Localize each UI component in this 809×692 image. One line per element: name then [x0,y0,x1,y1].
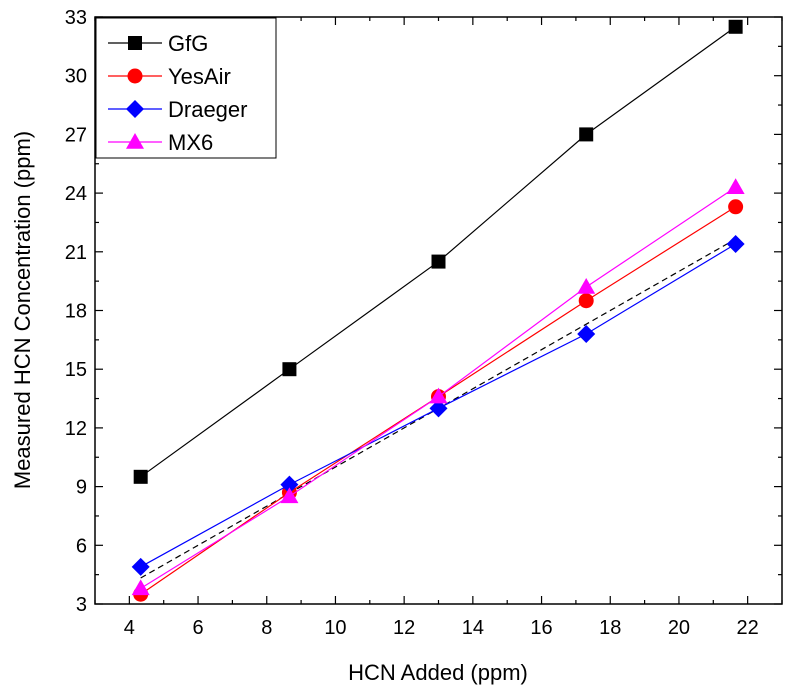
data-point-draeger [131,557,150,576]
data-point-gfg [282,362,297,377]
y-tick-label: 30 [65,66,87,88]
axis-ticks [94,16,783,605]
tick-labels: 4 6 8 10 12 14 16 18 20 22 3 6 9 12 15 18 21 24 27 30 33 [65,7,759,639]
data-point-mx6 [280,487,299,504]
legend-label-draeger: Draeger [168,97,247,122]
y-tick-label: 33 [65,7,87,29]
data-point-draeger [280,475,299,494]
data-point-yesair [578,293,594,309]
data-point-draeger [726,234,745,253]
data-point-gfg [579,127,594,142]
y-tick-label: 21 [65,242,87,264]
y-tick-label: 9 [76,477,87,499]
x-tick-label: 16 [530,617,552,639]
legend-marker-gfg [128,36,142,50]
x-tick-label: 20 [668,617,690,639]
x-tick-label: 14 [462,617,484,639]
legend-label-yesair: YesAir [168,64,231,89]
legend: GfG YesAir Draeger MX6 [95,17,277,159]
legend-label-gfg: GfG [168,31,208,56]
y-tick-label: 15 [65,359,87,381]
series-layer [131,19,745,602]
data-point-gfg [133,469,148,484]
y-axis-title: Measured HCN Concentration (ppm) [10,131,35,489]
data-point-draeger [429,399,448,418]
data-point-mx6 [726,178,745,194]
x-axis-title: HCN Added (ppm) [348,660,528,685]
x-tick-label: 6 [192,617,203,639]
data-point-mx6 [131,579,150,596]
data-point-gfg [728,19,743,34]
data-point-draeger [577,324,596,343]
data-point-yesair [728,199,744,215]
legend-marker-yesair [127,68,143,84]
data-point-mx6 [577,278,596,294]
y-tick-label: 3 [76,594,87,616]
data-point-gfg [431,254,446,269]
legend-label-mx6: MX6 [168,130,213,155]
legend-marker-draeger [126,100,144,118]
x-tick-label: 22 [737,617,759,639]
legend-marker-mx6 [126,133,144,149]
x-tick-label: 8 [261,617,272,639]
legend-box [95,17,277,159]
y-tick-label: 18 [65,301,87,323]
y-tick-label: 27 [65,124,87,146]
x-tick-label: 18 [599,617,621,639]
x-tick-label: 12 [393,617,415,639]
x-tick-label: 10 [324,617,346,639]
y-tick-label: 12 [65,418,87,440]
x-tick-label: 4 [124,617,135,639]
data-point-mx6 [429,387,448,404]
y-tick-label: 6 [76,535,87,557]
y-tick-label: 24 [65,183,87,205]
